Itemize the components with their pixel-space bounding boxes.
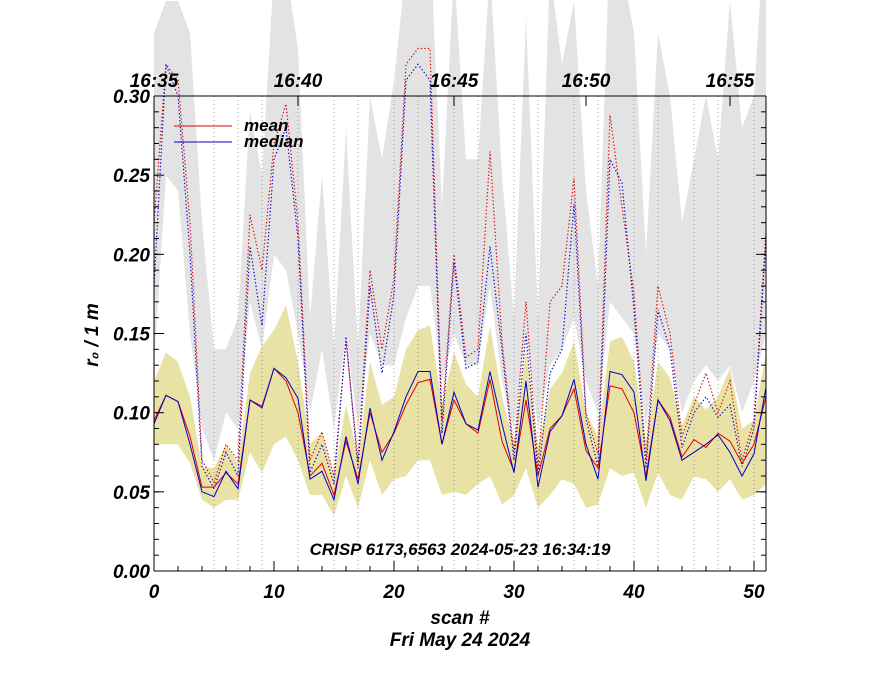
series-lines — [154, 47, 766, 502]
y-tick-label: 0.25 — [113, 166, 150, 187]
top-tick-label: 16:45 — [430, 71, 479, 92]
legend-mean-label: mean — [244, 116, 288, 135]
annotation: CRISP 6173,6563 2024-05-23 16:34:19 — [310, 540, 611, 559]
y-tick-label: 0.15 — [113, 325, 150, 346]
y-tick-label: 0.10 — [113, 404, 150, 425]
y-axis-label: r₀ / 1 m — [82, 303, 103, 367]
bands — [154, 0, 766, 516]
top-tick-label: 16:50 — [562, 71, 611, 92]
y-tick-label: 0.00 — [113, 562, 150, 583]
legend: mean median — [174, 116, 304, 151]
x-tick-label: 10 — [263, 582, 285, 603]
x-tick-label: 0 — [149, 582, 160, 603]
x-tick-label: 30 — [503, 582, 525, 603]
axes: 0 10 20 30 40 500.000.050.100.150.200.250.301… — [113, 71, 767, 603]
top-tick-label: 16:40 — [274, 71, 323, 92]
mean-line — [154, 367, 766, 497]
y-tick-label: 0.20 — [113, 245, 150, 266]
median-upper-dotted-line — [154, 63, 766, 491]
legend-median-label: median — [244, 132, 304, 151]
x-axis-label: scan # — [430, 608, 490, 629]
band-low-area — [154, 305, 766, 516]
top-tick-label: 16:55 — [706, 71, 755, 92]
band-high-area — [154, 0, 766, 461]
y-tick-label: 0.30 — [113, 87, 150, 108]
x-tick-label: 20 — [382, 582, 405, 603]
x-tick-label: 40 — [622, 582, 645, 603]
median-line — [154, 367, 766, 502]
top-tick-label: 16:35 — [130, 71, 179, 92]
date-label: Fri May 24 2024 — [390, 630, 531, 651]
x-tick-label: 50 — [743, 582, 765, 603]
y-tick-label: 0.05 — [113, 483, 150, 504]
